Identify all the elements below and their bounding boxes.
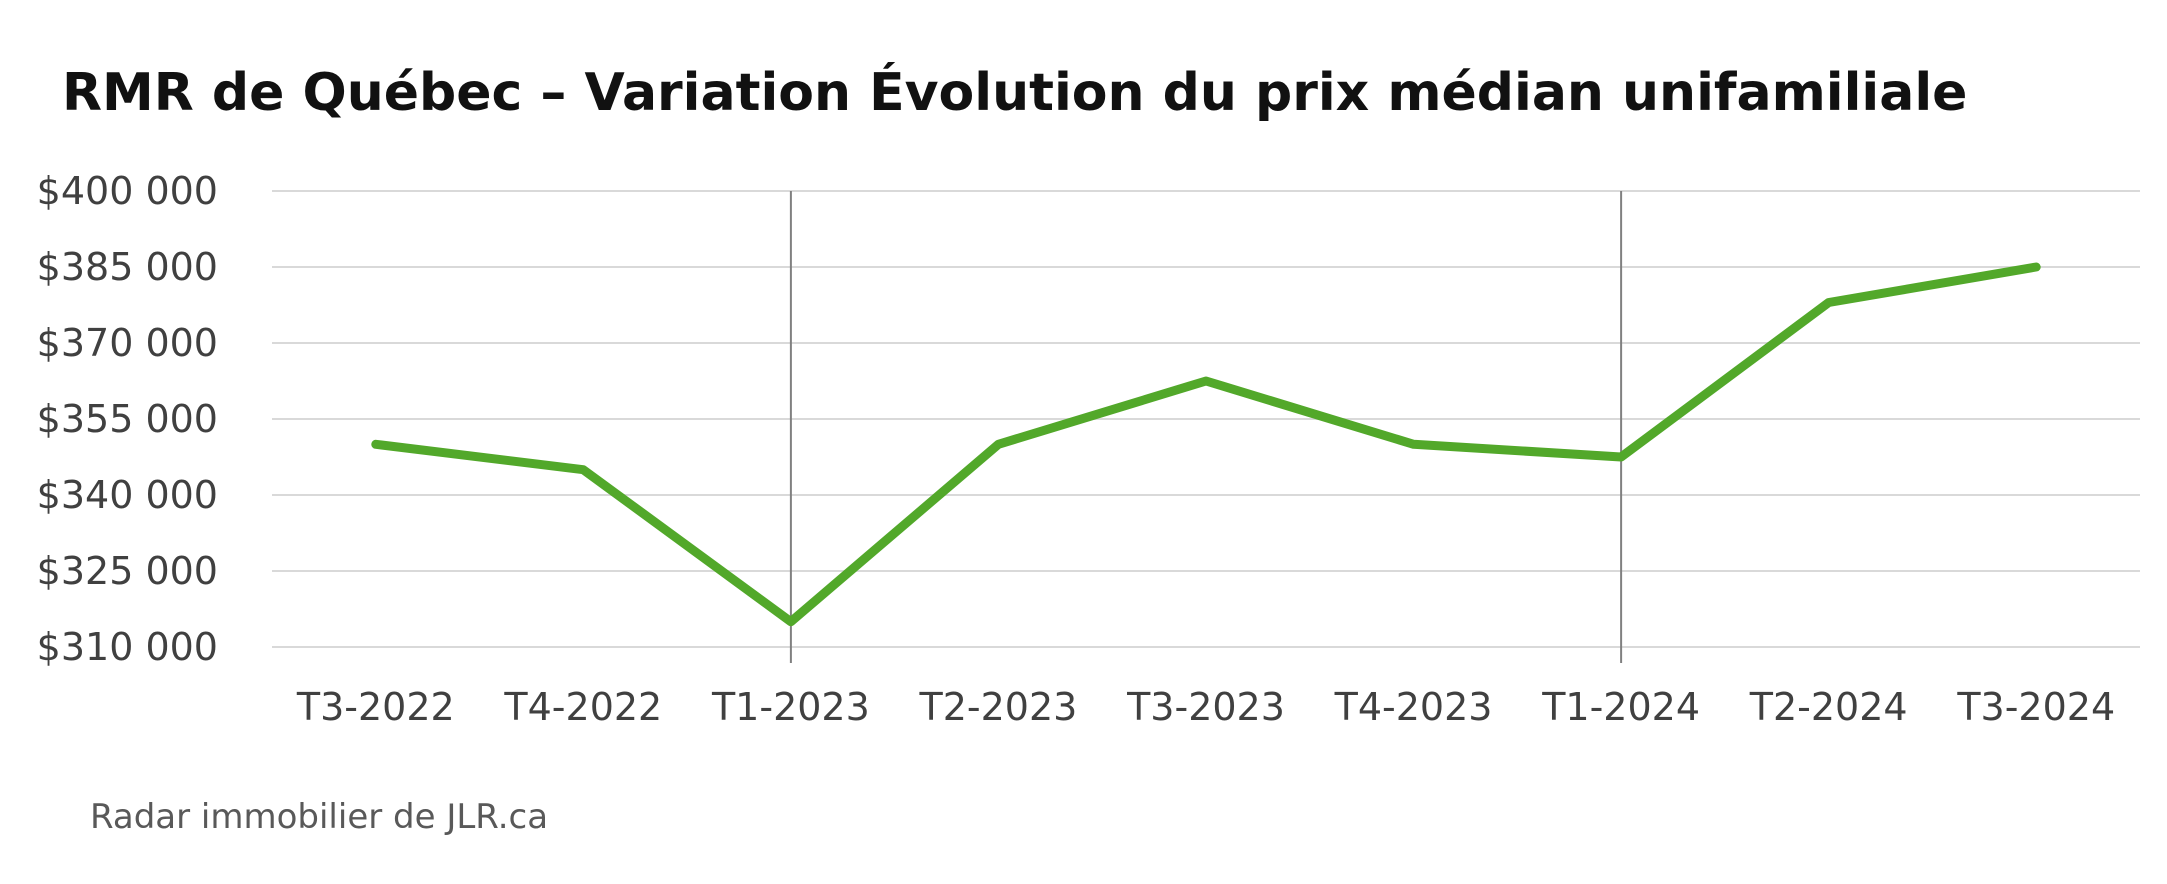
x-tick-label: T1-2024 bbox=[1541, 685, 1700, 729]
x-tick-label: T3-2023 bbox=[1126, 685, 1285, 729]
y-tick-label: $310 000 bbox=[37, 625, 218, 669]
x-tick-label: T2-2023 bbox=[919, 685, 1078, 729]
y-tick-label: $400 000 bbox=[37, 169, 218, 213]
vertical-markers bbox=[789, 191, 1623, 663]
x-axis-ticks: T3-2022 T4-2022 T1-2023 T2-2023 T3-2023 T4-20… bbox=[296, 685, 2115, 729]
y-tick-label: $370 000 bbox=[37, 321, 218, 365]
y-tick-label: $325 000 bbox=[37, 549, 218, 593]
x-tick-label: T4-2022 bbox=[503, 685, 662, 729]
x-tick-label: T1-2023 bbox=[711, 685, 870, 729]
chart-title: RMR de Québec – Variation Évolution du p… bbox=[62, 62, 1967, 123]
x-tick-label: T4-2023 bbox=[1334, 685, 1493, 729]
y-tick-label: $385 000 bbox=[37, 245, 218, 289]
x-tick-label: T3-2022 bbox=[296, 685, 455, 729]
y-tick-label: $355 000 bbox=[37, 397, 218, 441]
x-tick-label: T2-2024 bbox=[1749, 685, 1908, 729]
y-tick-label: $340 000 bbox=[37, 473, 218, 517]
series-layer bbox=[371, 262, 2041, 627]
x-tick-label: T3-2024 bbox=[1956, 685, 2115, 729]
grid-lines bbox=[272, 190, 2140, 648]
series-line bbox=[371, 262, 2041, 627]
source-note: Radar immobilier de JLR.ca bbox=[90, 797, 548, 837]
y-axis-ticks: $310 000 $325 000 $340 000 $355 000 $370 000… bbox=[37, 169, 218, 669]
